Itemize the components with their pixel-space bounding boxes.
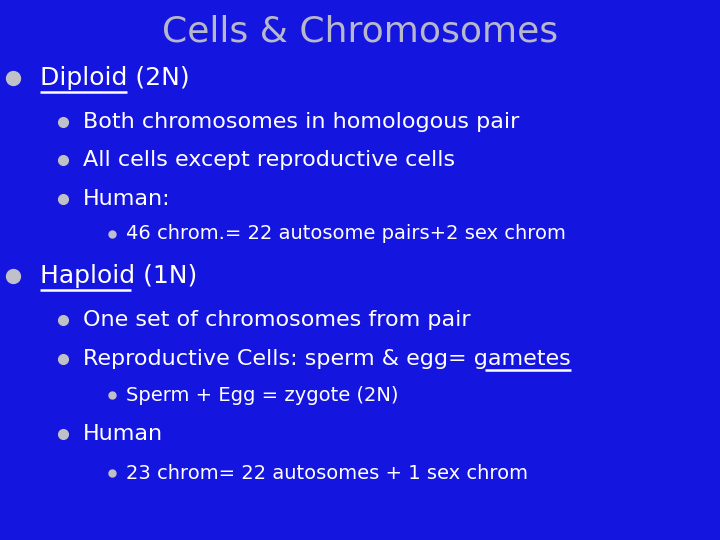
Text: Human: Human — [83, 424, 163, 444]
Text: Cells & Chromosomes: Cells & Chromosomes — [162, 15, 558, 48]
Text: Diploid (2N): Diploid (2N) — [40, 66, 189, 90]
Text: Reproductive Cells: sperm & egg= gametes: Reproductive Cells: sperm & egg= gametes — [83, 348, 570, 369]
Text: Human:: Human: — [83, 189, 171, 210]
Text: 46 chrom.= 22 autosome pairs+2 sex chrom: 46 chrom.= 22 autosome pairs+2 sex chrom — [126, 224, 566, 244]
Text: 23 chrom= 22 autosomes + 1 sex chrom: 23 chrom= 22 autosomes + 1 sex chrom — [126, 463, 528, 483]
Text: Both chromosomes in homologous pair: Both chromosomes in homologous pair — [83, 111, 519, 132]
Text: One set of chromosomes from pair: One set of chromosomes from pair — [83, 309, 470, 330]
Text: All cells except reproductive cells: All cells except reproductive cells — [83, 150, 455, 171]
Text: Haploid (1N): Haploid (1N) — [40, 265, 197, 288]
Text: Sperm + Egg = zygote (2N): Sperm + Egg = zygote (2N) — [126, 386, 398, 405]
